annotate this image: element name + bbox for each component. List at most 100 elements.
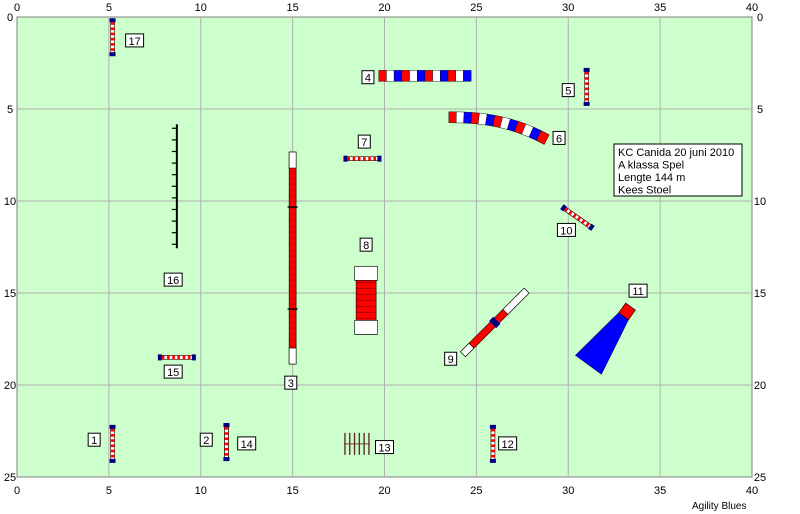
- aframe-contact: [354, 266, 378, 281]
- label-number: 3: [288, 378, 294, 390]
- jump-bar-stripe: [584, 71, 589, 75]
- label-box: [163, 364, 183, 379]
- label-number: 1: [91, 435, 97, 447]
- y-tick-label-right: 10: [754, 196, 766, 208]
- obstacle-label: 7: [357, 134, 371, 149]
- label-number: 5: [565, 86, 571, 98]
- x-tick-label-top: 35: [654, 2, 666, 14]
- jump-bar-stripe: [161, 355, 165, 360]
- y-tick-label-left: 25: [4, 472, 16, 484]
- jump-bar-stripe: [490, 444, 495, 448]
- jump-wing: [191, 354, 196, 361]
- obstacle-label: 10: [556, 222, 576, 237]
- label-box: [444, 351, 458, 366]
- tunnel-segment: [401, 70, 410, 82]
- jump-bar-stripe: [584, 97, 589, 101]
- label-number: 10: [560, 225, 572, 237]
- jump-bar-stripe: [110, 48, 115, 51]
- obstacle-label: 2: [199, 432, 213, 447]
- jump-bar-stripe: [110, 444, 115, 448]
- obstacle-16-weave-line: [171, 124, 178, 249]
- obstacle-9-seesaw: [460, 287, 530, 358]
- jump-wing: [109, 18, 116, 23]
- jump-bar-stripe: [110, 27, 115, 31]
- chute-barrel: [618, 302, 636, 321]
- tunnel-segment: [448, 111, 458, 124]
- seesaw-contact: [460, 342, 475, 358]
- jump-bar-stripe: [581, 219, 586, 225]
- jump-wing: [223, 457, 230, 462]
- obstacle-label: 11: [628, 283, 648, 298]
- dogwalk-contact: [288, 151, 297, 169]
- jump-wing: [109, 52, 116, 57]
- obstacle-1-jump: [109, 424, 116, 463]
- obstacle-13-weave: [343, 432, 370, 455]
- aframe-contact: [354, 320, 378, 335]
- jump-bar-stripe: [224, 427, 229, 430]
- label-number: 4: [365, 73, 371, 85]
- label-box: [561, 83, 575, 98]
- label-box: [357, 134, 371, 149]
- obstacle-label: 17: [125, 33, 145, 48]
- jump-bar-stripe: [167, 355, 170, 360]
- jump-bar-stripe: [224, 442, 229, 446]
- x-tick-label-bottom: 0: [14, 485, 20, 497]
- jump-bar-stripe: [368, 156, 371, 161]
- jump-bar-stripe: [224, 453, 229, 456]
- jump-wing: [109, 458, 116, 463]
- tunnel-segment: [432, 70, 441, 82]
- x-tick-label-bottom: 35: [654, 485, 666, 497]
- jump-wing: [583, 101, 590, 106]
- tunnel-segment: [409, 70, 418, 82]
- jump-bar-stripe: [110, 454, 115, 458]
- obstacle-label: 4: [361, 70, 375, 85]
- label-number: 6: [556, 133, 562, 145]
- x-tick-label-top: 25: [470, 2, 482, 14]
- obstacle-17-jump: [109, 18, 116, 57]
- label-number: 11: [632, 286, 643, 298]
- jump-bar-stripe: [584, 77, 589, 80]
- label-box: [237, 436, 257, 451]
- jump-bar-stripe: [347, 156, 351, 161]
- jump-wing: [588, 223, 595, 231]
- jump-bar-stripe: [352, 156, 356, 161]
- tunnel-segment: [393, 70, 403, 82]
- info-line: KC Canida 20 juni 2010: [618, 147, 734, 159]
- jump-bar-stripe: [110, 32, 115, 36]
- jump-bar-stripe: [110, 434, 115, 437]
- obstacle-8-aframe: [354, 266, 378, 335]
- y-tick-label-right: 25: [754, 472, 766, 484]
- tunnel-segment: [440, 70, 449, 82]
- x-tick-label-bottom: 40: [746, 485, 758, 497]
- dogwalk-contact: [288, 347, 297, 365]
- jump-bar-stripe: [224, 432, 229, 435]
- obstacle-label: 6: [552, 130, 566, 145]
- jump-bar-stripe: [110, 43, 115, 46]
- jump-bar-stripe: [373, 156, 377, 161]
- info-line: Lengte 144 m: [618, 172, 685, 184]
- obstacle-label: 12: [498, 436, 518, 451]
- tunnel-segment: [447, 70, 456, 82]
- jump-bar-stripe: [224, 437, 229, 441]
- label-box: [628, 283, 648, 298]
- x-tick-label-top: 10: [195, 2, 207, 14]
- jump-bar-stripe: [110, 22, 115, 25]
- obstacle-5-jump: [583, 67, 590, 106]
- obstacle-label: 1: [87, 432, 101, 447]
- x-tick-label-bottom: 20: [378, 485, 390, 497]
- jump-wing: [377, 155, 382, 162]
- label-number: 13: [378, 443, 390, 455]
- info-line: A klassa Spel: [618, 160, 684, 172]
- obstacles: [109, 18, 636, 463]
- label-number: 9: [448, 354, 454, 366]
- x-tick-label-top: 40: [746, 2, 758, 14]
- credit-text: Agility Blues: [692, 501, 746, 512]
- obstacle-label: 16: [163, 272, 183, 287]
- label-number: 15: [167, 367, 179, 379]
- x-tick-label-bottom: 10: [195, 485, 207, 497]
- label-box: [163, 272, 183, 287]
- label-box: [87, 432, 101, 447]
- jump-bar-stripe: [572, 213, 577, 219]
- jump-wing: [343, 155, 348, 162]
